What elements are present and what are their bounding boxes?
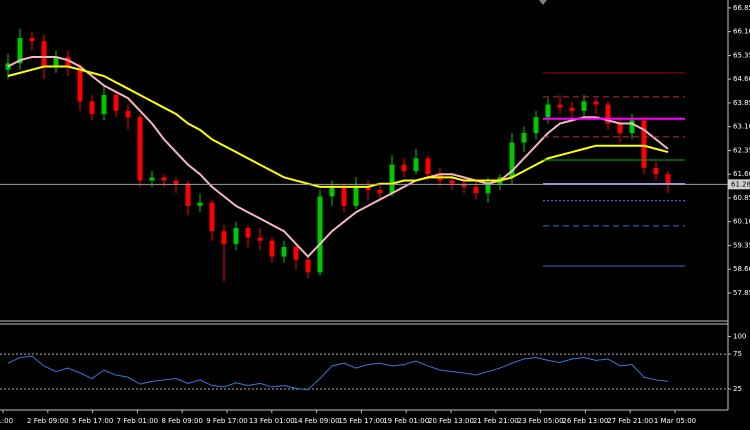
candle-body xyxy=(401,164,407,172)
candle-body xyxy=(629,120,635,134)
y-tick-label: 57.85 xyxy=(733,289,750,297)
candle-body xyxy=(233,228,239,244)
candle-body xyxy=(485,183,491,194)
moving-average xyxy=(7,56,669,259)
candle-body xyxy=(257,237,263,241)
candle-body xyxy=(365,186,371,191)
candle-body xyxy=(569,107,575,111)
candle-body xyxy=(389,164,395,194)
x-tick-label: 9 Feb 17:00 xyxy=(206,417,247,425)
candle-body xyxy=(533,117,539,134)
x-tick-label: 01:00 xyxy=(0,417,13,425)
candle-body xyxy=(41,41,47,67)
x-tick-label: 23 Feb 05:00 xyxy=(518,417,564,425)
y-tick-label: 58.60 xyxy=(733,265,750,273)
y-tick-label: 25 xyxy=(733,385,742,393)
moving-average xyxy=(7,65,669,188)
x-tick-label: 14 Feb 09:00 xyxy=(294,417,340,425)
x-tick-label: 21 Feb 21:00 xyxy=(473,417,519,425)
y-tick-label: 100 xyxy=(733,333,746,341)
candle-body xyxy=(209,202,215,232)
candle-body xyxy=(473,186,479,194)
candle-body xyxy=(245,228,251,238)
x-tick-label: 5 Feb 17:00 xyxy=(72,417,113,425)
y-tick-label: 65.35 xyxy=(733,51,750,59)
candle-body xyxy=(605,104,611,124)
candle-body xyxy=(641,120,647,168)
y-tick-label: 62.35 xyxy=(733,146,750,154)
current-price-box xyxy=(728,179,750,190)
shift-marker xyxy=(539,0,547,5)
candle-body xyxy=(461,183,467,187)
x-tick-label: 19 Feb 01:00 xyxy=(383,417,429,425)
candle-body xyxy=(509,142,515,178)
candle-body xyxy=(89,101,95,115)
candle-body xyxy=(149,177,155,181)
y-tick-label: 63.85 xyxy=(733,99,750,107)
candle-body xyxy=(125,110,131,118)
candle-body xyxy=(353,186,359,206)
candle-body xyxy=(413,158,419,172)
candle-body xyxy=(653,167,659,175)
candle-body xyxy=(329,186,335,197)
candle-body xyxy=(377,190,383,194)
y-tick-label: 60.10 xyxy=(733,218,750,226)
y-tick-label: 59.35 xyxy=(733,241,750,249)
candle-body xyxy=(29,38,35,42)
oscillator-line xyxy=(7,355,669,391)
x-tick-label: 1 Mar 05:00 xyxy=(654,417,696,425)
x-tick-label: 20 Feb 13:00 xyxy=(428,417,474,425)
candle-body xyxy=(173,180,179,184)
candle-body xyxy=(617,123,623,134)
candle-body xyxy=(113,95,119,111)
candle-body xyxy=(53,57,59,67)
candle-body xyxy=(161,177,167,181)
candle-body xyxy=(65,57,71,67)
candle-body xyxy=(557,104,563,108)
candle-body xyxy=(341,186,347,206)
x-tick-label: 13 Feb 01:00 xyxy=(249,417,295,425)
x-tick-label: 26 Feb 13:00 xyxy=(562,417,608,425)
candle-body xyxy=(545,104,551,118)
candle-body xyxy=(197,202,203,206)
x-tick-label: 8 Feb 09:00 xyxy=(161,417,202,425)
x-tick-label: 7 Feb 01:00 xyxy=(117,417,158,425)
x-tick-label: 2 Feb 09:00 xyxy=(27,417,68,425)
y-tick-label: 66.85 xyxy=(733,4,750,12)
current-price-label: 61.28 xyxy=(731,180,750,188)
candle-body xyxy=(305,259,311,273)
candle-body xyxy=(269,240,275,257)
candle-body xyxy=(665,174,671,185)
y-tick-label: 64.60 xyxy=(733,75,750,83)
candle-body xyxy=(101,95,107,115)
candle-body xyxy=(449,180,455,184)
candle-body xyxy=(293,247,299,260)
candle-body xyxy=(425,158,431,175)
y-tick-label: 75 xyxy=(733,350,742,358)
candle-body xyxy=(521,133,527,143)
x-tick-label: 27 Feb 21:00 xyxy=(607,417,653,425)
x-tick-label: 15 Feb 17:00 xyxy=(338,417,384,425)
y-tick-label: 61.60 xyxy=(733,170,750,178)
y-tick-label: 60.85 xyxy=(733,194,750,202)
y-tick-label: 63.10 xyxy=(733,123,750,131)
candle-body xyxy=(185,183,191,206)
candle-body xyxy=(221,231,227,244)
candle-body xyxy=(281,247,287,257)
candle-body xyxy=(77,66,83,102)
candle-body xyxy=(593,101,599,105)
candle-body xyxy=(17,38,23,64)
candle-body xyxy=(317,196,323,273)
y-tick-label: 66.10 xyxy=(733,28,750,36)
candle-body xyxy=(581,101,587,111)
candle-body xyxy=(137,117,143,181)
